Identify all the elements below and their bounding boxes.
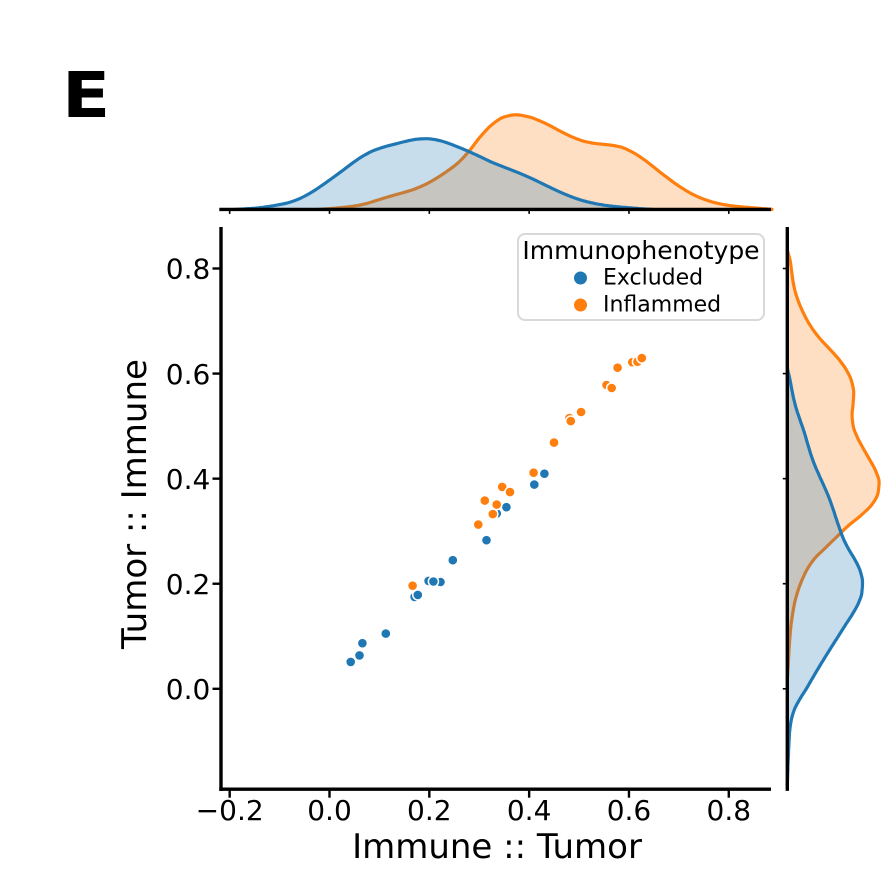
scatter-point-inflammed (605, 382, 618, 394)
scatter-point-inflammed (406, 579, 419, 592)
legend-item-label: Inflammed (603, 292, 722, 318)
scatter-point-excluded (344, 656, 357, 668)
scatter-point-inflammed (575, 406, 587, 418)
right-marginal-kde-inflammed-fill (787, 250, 880, 680)
scatter-point-inflammed (490, 498, 503, 511)
x-axis-label: Immune :: Tumor (352, 827, 642, 867)
legend: Immunophenotype Excluded Inflammed (517, 233, 765, 321)
scatter-point-inflammed (636, 352, 648, 364)
scatter-point-inflammed (527, 466, 540, 479)
x-tick-label: 0.0 (307, 794, 352, 827)
scatter-point-inflammed (611, 361, 624, 374)
y-tick-label: 0.6 (166, 358, 211, 391)
legend-title: Immunophenotype (522, 236, 760, 265)
panel-label: E (62, 59, 111, 132)
legend-item-label: Excluded (603, 265, 704, 291)
x-tick-label: −0.2 (196, 794, 264, 827)
x-tick-label: 0.2 (407, 794, 452, 827)
top-marginal-kde-inflammed-line (316, 113, 774, 211)
scatter-point-inflammed (472, 518, 485, 531)
y-tick-label: 0.0 (166, 673, 211, 706)
top-marginal-kde-excluded-line (233, 137, 654, 211)
y-tick-label: 0.2 (166, 568, 211, 601)
scatter-point-excluded (356, 637, 369, 650)
right-marginal-kde-excluded-fill (787, 368, 863, 785)
top-marginal-kde-inflammed-fill (318, 114, 772, 210)
scatter-point-inflammed (565, 415, 577, 427)
excluded-marker-icon (574, 271, 587, 285)
y-axis-label: Tumor :: Immune (115, 359, 155, 650)
scatter-point-excluded (380, 627, 392, 640)
scatter-point-inflammed (487, 508, 499, 520)
scatter-point-excluded (427, 575, 440, 588)
scatter-point-inflammed (548, 436, 560, 449)
x-tick-label: 0.4 (507, 794, 552, 827)
scatter-point-excluded (480, 534, 493, 547)
scatter-point-excluded (353, 649, 366, 662)
legend-item-excluded: Excluded (519, 265, 763, 292)
scatter-point-excluded (500, 501, 513, 514)
legend-item-inflammed: Inflammed (519, 292, 763, 319)
x-tick-label: 0.8 (707, 794, 752, 827)
scatter-point-inflammed (504, 486, 516, 498)
scatter-point-excluded (412, 589, 424, 601)
right-marginal-kde-excluded-line (785, 366, 865, 787)
scatter-point-excluded (447, 554, 459, 567)
top-marginal-kde-excluded-fill (235, 138, 652, 210)
y-tick-label: 0.4 (166, 463, 211, 496)
y-tick-label: 0.8 (166, 253, 211, 286)
scatter-point-inflammed (496, 481, 509, 493)
scatter-point-excluded (528, 478, 541, 491)
scatter-point-inflammed (479, 494, 491, 507)
right-marginal-kde-inflammed-line (785, 248, 881, 682)
inflammed-marker-icon (574, 298, 587, 312)
scatter-point-excluded (538, 467, 551, 480)
x-tick-label: 0.6 (607, 794, 652, 827)
